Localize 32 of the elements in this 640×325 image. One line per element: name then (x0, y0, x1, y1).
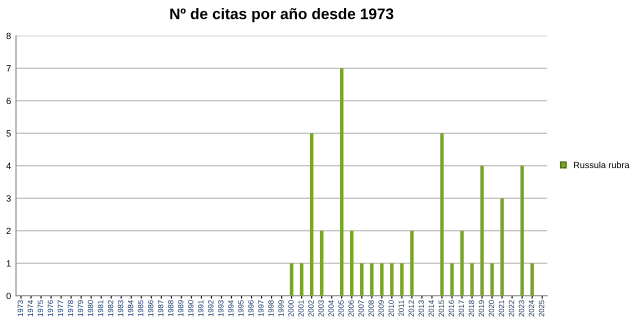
legend-label: Russula rubra (574, 162, 630, 168)
y-tick-label: 3 (6, 195, 11, 202)
y-tick-label: 6 (6, 98, 11, 104)
bar (370, 263, 374, 296)
bar (500, 198, 504, 296)
bar (470, 263, 474, 296)
bar (520, 166, 524, 296)
chart-title: Nº de citas por año desde 1973 (170, 8, 394, 22)
y-tick-label: 7 (6, 65, 11, 72)
y-tick-label: 2 (6, 228, 11, 234)
bar (310, 133, 314, 296)
bar (300, 263, 304, 296)
bar (410, 230, 414, 296)
bar (490, 263, 494, 296)
bar (290, 263, 294, 296)
y-tick-label: 4 (6, 162, 11, 170)
bar (530, 263, 534, 296)
bar (400, 263, 404, 296)
bar (450, 263, 454, 296)
bar (380, 263, 384, 296)
bar (350, 230, 354, 296)
bar (390, 263, 394, 296)
y-tick-label: 8 (6, 32, 11, 40)
bar (340, 68, 344, 296)
bar (360, 263, 364, 296)
bar (480, 166, 484, 296)
bar (440, 133, 444, 296)
y-tick-label: 1 (6, 260, 11, 267)
bar (460, 230, 464, 296)
y-tick-label: 5 (6, 130, 11, 137)
bar (320, 230, 324, 296)
y-tick-label: 0 (6, 292, 11, 300)
